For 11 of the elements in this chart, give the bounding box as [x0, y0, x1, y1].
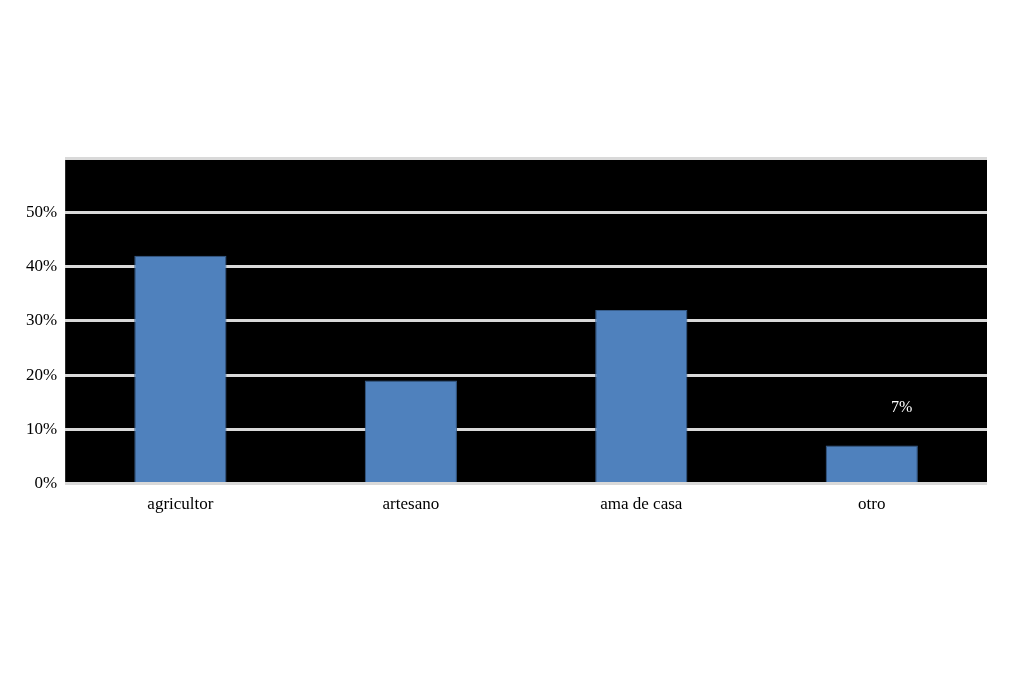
data-label: 7%	[891, 397, 913, 415]
y-tick-label: 10%	[25, 418, 58, 438]
y-tick-label: 30%	[25, 310, 58, 330]
y-tick-label: 0%	[34, 473, 58, 493]
x-tick-label: agricultor	[147, 494, 214, 514]
x-tick-label: otro	[858, 494, 886, 514]
x-tick-label: ama de casa	[600, 494, 683, 514]
y-tick-label: 40%	[25, 256, 58, 275]
y-tick-label: 20%	[25, 364, 58, 384]
x-tick-label: artesano	[382, 494, 440, 514]
y-tick-label: 50%	[25, 201, 58, 221]
